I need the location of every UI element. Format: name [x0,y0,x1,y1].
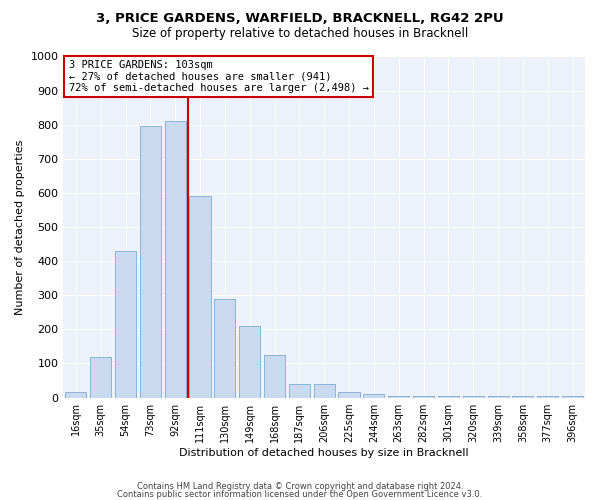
Bar [164,122,186,398]
Bar [364,394,385,398]
Bar [289,384,310,398]
Bar [463,396,484,398]
Bar [239,326,260,398]
Bar [338,392,359,398]
Bar [512,396,533,398]
Bar [190,196,211,398]
Bar [140,126,161,398]
Y-axis label: Number of detached properties: Number of detached properties [15,140,25,314]
Bar [537,396,558,398]
Bar [90,356,111,398]
Bar [115,251,136,398]
Text: 3, PRICE GARDENS, WARFIELD, BRACKNELL, RG42 2PU: 3, PRICE GARDENS, WARFIELD, BRACKNELL, R… [96,12,504,26]
Bar [413,396,434,398]
Bar [65,392,86,398]
Bar [214,298,235,398]
Text: Size of property relative to detached houses in Bracknell: Size of property relative to detached ho… [132,28,468,40]
Bar [438,396,459,398]
Bar [488,396,509,398]
Text: 3 PRICE GARDENS: 103sqm
← 27% of detached houses are smaller (941)
72% of semi-d: 3 PRICE GARDENS: 103sqm ← 27% of detache… [68,60,368,93]
Bar [562,396,583,398]
Text: Contains public sector information licensed under the Open Government Licence v3: Contains public sector information licen… [118,490,482,499]
Bar [314,384,335,398]
Text: Contains HM Land Registry data © Crown copyright and database right 2024.: Contains HM Land Registry data © Crown c… [137,482,463,491]
Bar [388,396,409,398]
Bar [264,355,285,398]
X-axis label: Distribution of detached houses by size in Bracknell: Distribution of detached houses by size … [179,448,469,458]
